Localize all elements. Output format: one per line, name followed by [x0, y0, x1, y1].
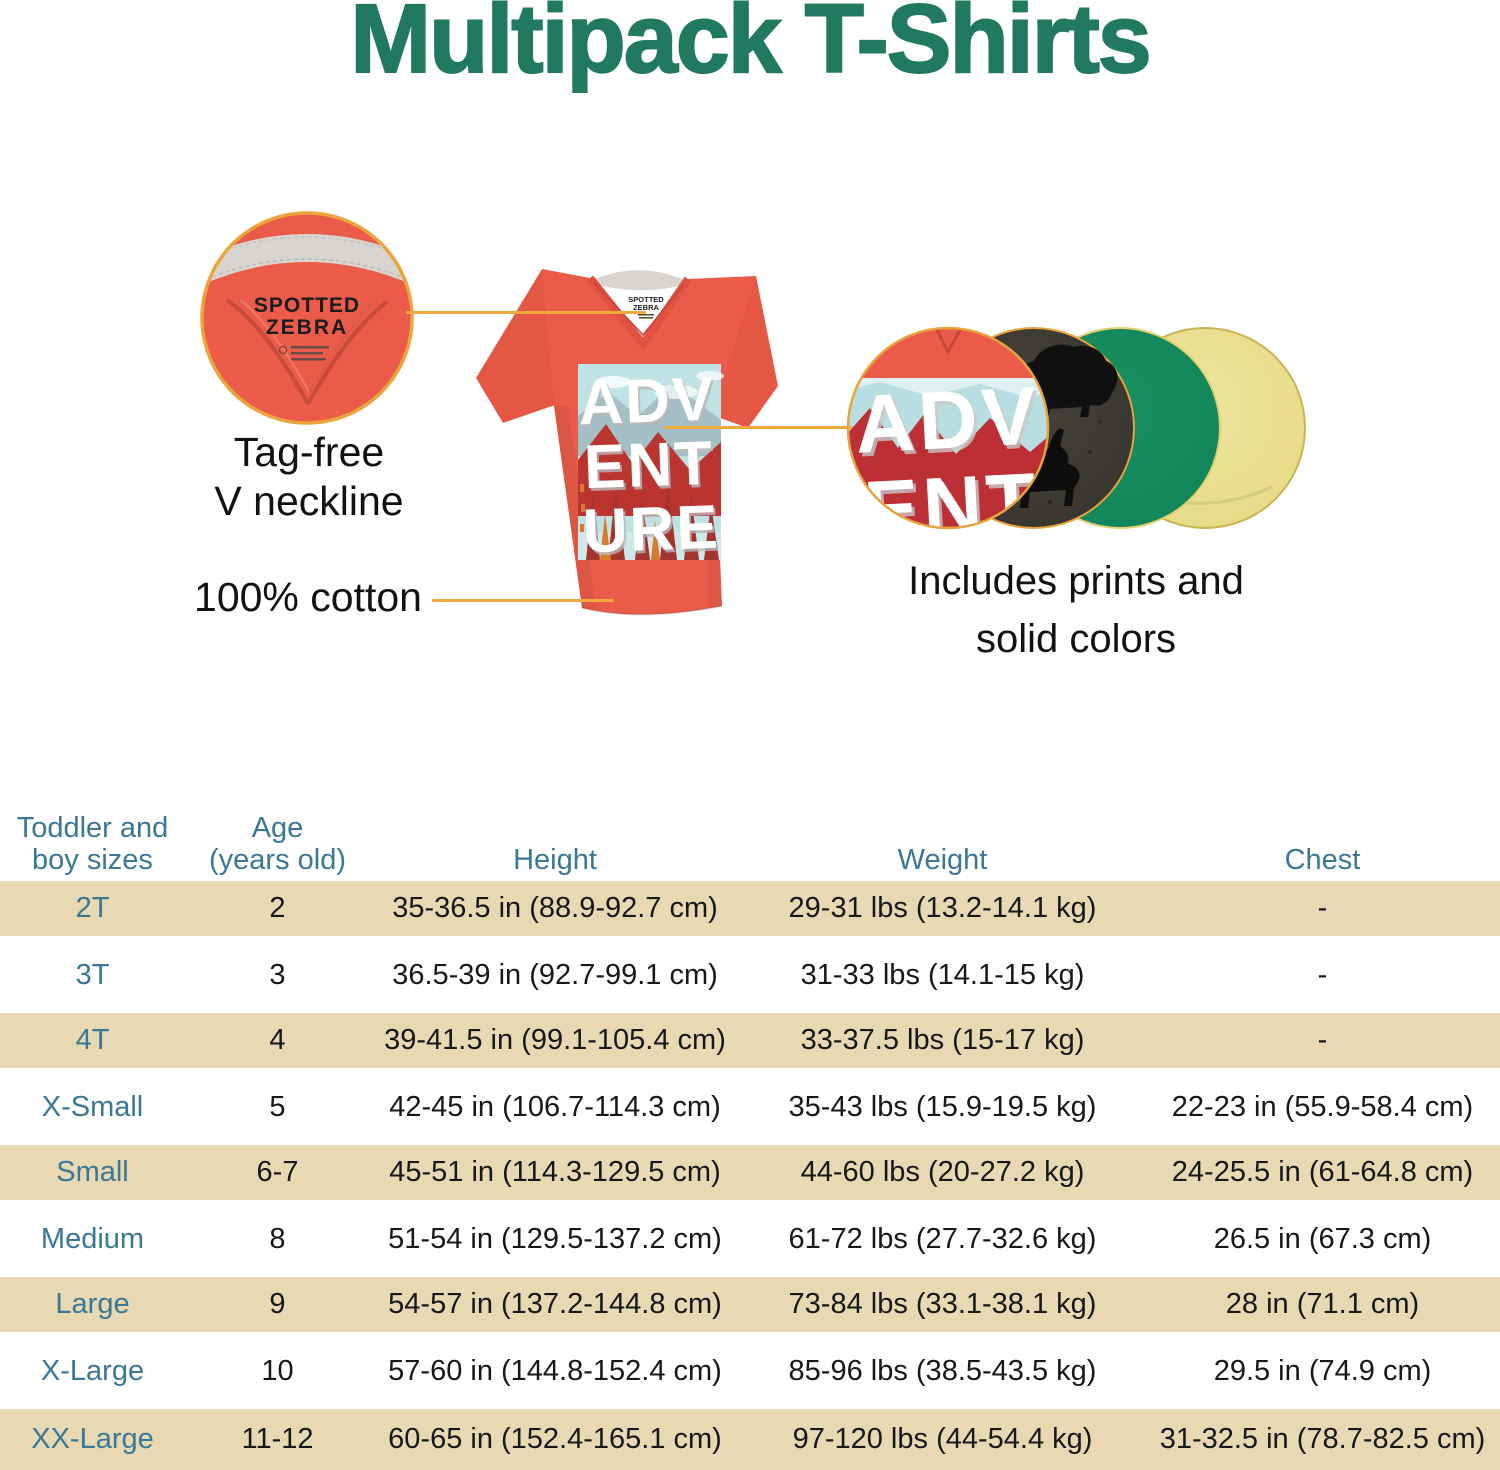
size-chart-row: Large 9 54-57 in (137.2-144.8 cm) 73-84 …	[0, 1272, 1500, 1338]
cell-size: XX-Large	[31, 1423, 154, 1455]
size-chart-row: Small 6-7 45-51 in (114.3-129.5 cm) 44-6…	[0, 1140, 1500, 1206]
cell-age: 8	[269, 1222, 286, 1255]
header-toddler-boy-sizes: Toddler and boy sizes	[16, 812, 169, 876]
svg-text:ADV: ADV	[856, 374, 1046, 475]
cell-age: 9	[269, 1288, 286, 1320]
size-chart-row: X-Small 5 42-45 in (106.7-114.3 cm) 35-4…	[0, 1074, 1500, 1140]
cell-height: 51-54 in (129.5-137.2 cm)	[388, 1222, 722, 1255]
tshirt-photo: SPOTTED ZEBRA	[476, 269, 778, 616]
size-chart-header: Toddler and boy sizes Age (years old) He…	[0, 806, 1500, 876]
brand-logo-line1: SPOTTED	[254, 294, 360, 317]
cell-chest: -	[1317, 892, 1328, 924]
cell-height: 39-41.5 in (99.1-105.4 cm)	[384, 1024, 726, 1056]
cell-size: 4T	[75, 1024, 110, 1056]
cell-weight: 85-96 lbs (38.5-43.5 kg)	[788, 1354, 1097, 1387]
cell-weight: 97-120 lbs (44-54.4 kg)	[792, 1423, 1093, 1455]
svg-text:URE: URE	[584, 496, 723, 570]
connector-line-swatches	[664, 426, 852, 429]
header-chest: Chest	[1284, 844, 1361, 876]
size-chart-row: 3T 3 36.5-39 in (92.7-99.1 cm) 31-33 lbs…	[0, 942, 1500, 1008]
cell-size: Large	[55, 1288, 130, 1320]
cell-chest: -	[1317, 1024, 1328, 1056]
swatch-print-word-adv: ADV	[853, 370, 1043, 471]
header-age: Age (years old)	[209, 812, 346, 876]
size-chart-row: 4T 4 39-41.5 in (99.1-105.4 cm) 33-37.5 …	[0, 1008, 1500, 1074]
size-chart-row: XX-Large 11-12 60-65 in (152.4-165.1 cm)…	[0, 1404, 1500, 1470]
print-word-ent: ENT	[583, 429, 715, 502]
shirt-label-line1: SPOTTED	[628, 295, 664, 304]
swatch-circles: ADV ADV ENT ENT	[846, 326, 1306, 530]
cell-height: 57-60 in (144.8-152.4 cm)	[388, 1354, 722, 1387]
cell-age: 11-12	[241, 1423, 314, 1455]
adventure-print: ADV ADV ENT ENT URE URE	[577, 364, 724, 569]
neckline-detail-circle: SPOTTED ZEBRA	[200, 211, 414, 425]
cell-weight: 35-43 lbs (15.9-19.5 kg)	[788, 1090, 1097, 1123]
cell-weight: 31-33 lbs (14.1-15 kg)	[800, 958, 1085, 991]
cell-size: X-Small	[41, 1090, 144, 1123]
cell-age: 3	[269, 958, 286, 991]
brand-logo-line2: ZEBRA	[266, 316, 348, 339]
cell-chest: -	[1317, 958, 1328, 991]
cell-height: 45-51 in (114.3-129.5 cm)	[389, 1156, 721, 1188]
page-title: Multipack T-Shirts	[349, 0, 1152, 93]
cell-size: X-Large	[40, 1354, 145, 1387]
cell-size: Medium	[40, 1222, 145, 1255]
swatch-adventure-print: ADV ADV ENT ENT	[846, 326, 1050, 530]
size-chart-body: 2T 2 35-36.5 in (88.9-92.7 cm) 29-31 lbs…	[0, 876, 1500, 1470]
cell-weight: 44-60 lbs (20-27.2 kg)	[800, 1156, 1085, 1188]
cell-age: 6-7	[256, 1156, 299, 1188]
cell-height: 36.5-39 in (92.7-99.1 cm)	[392, 958, 718, 991]
header-weight: Weight	[897, 844, 988, 876]
connector-line-neckline	[406, 311, 646, 314]
cell-age: 10	[261, 1354, 294, 1387]
cell-height: 60-65 in (152.4-165.1 cm)	[388, 1423, 722, 1455]
cell-size: 2T	[75, 892, 110, 924]
callout-swatches-line2: solid colors	[975, 617, 1177, 661]
callout-includes-prints: Includes prints and solid colors	[876, 552, 1276, 668]
cell-weight: 29-31 lbs (13.2-14.1 kg)	[788, 892, 1097, 924]
cell-chest: 29.5 in (74.9 cm)	[1213, 1354, 1432, 1387]
cell-weight: 33-37.5 lbs (15-17 kg)	[800, 1024, 1085, 1056]
callout-neckline-line2: V neckline	[214, 478, 404, 524]
callout-neckline-line1: Tag-free	[233, 429, 385, 475]
cell-height: 42-45 in (106.7-114.3 cm)	[389, 1090, 721, 1123]
cell-size: Small	[56, 1156, 129, 1188]
callout-tag-free-v-neckline: Tag-free V neckline	[109, 428, 509, 526]
cell-chest: 24-25.5 in (61-64.8 cm)	[1171, 1156, 1474, 1188]
size-chart-row: 2T 2 35-36.5 in (88.9-92.7 cm) 29-31 lbs…	[0, 876, 1500, 942]
connector-line-cotton	[432, 599, 614, 602]
cell-chest: 26.5 in (67.3 cm)	[1213, 1222, 1432, 1255]
cell-weight: 73-84 lbs (33.1-38.1 kg)	[788, 1288, 1097, 1320]
care-label-text	[279, 346, 329, 361]
svg-text:ADV: ADV	[579, 368, 718, 442]
cell-age: 2	[269, 892, 286, 924]
callout-100-cotton: 100% cotton	[194, 574, 422, 620]
header-height: Height	[513, 844, 597, 876]
size-chart: Toddler and boy sizes Age (years old) He…	[0, 806, 1500, 1470]
cell-height: 54-57 in (137.2-144.8 cm)	[388, 1288, 722, 1320]
print-word-ure: URE	[582, 493, 721, 567]
cell-height: 35-36.5 in (88.9-92.7 cm)	[392, 892, 718, 924]
cell-chest: 22-23 in (55.9-58.4 cm)	[1171, 1090, 1474, 1123]
cell-size: 3T	[75, 958, 110, 991]
callout-swatches-line1: Includes prints and	[908, 559, 1244, 603]
cell-age: 4	[269, 1024, 286, 1056]
size-chart-row: Medium 8 51-54 in (129.5-137.2 cm) 61-72…	[0, 1206, 1500, 1272]
cell-weight: 61-72 lbs (27.7-32.6 kg)	[788, 1222, 1097, 1255]
svg-text:ENT: ENT	[585, 432, 717, 505]
cell-chest: 28 in (71.1 cm)	[1225, 1288, 1420, 1320]
size-chart-row: X-Large 10 57-60 in (144.8-152.4 cm) 85-…	[0, 1338, 1500, 1404]
cell-chest: 31-32.5 in (78.7-82.5 cm)	[1159, 1423, 1486, 1455]
cell-age: 5	[269, 1090, 286, 1123]
shirt-label-line2: ZEBRA	[633, 303, 659, 312]
